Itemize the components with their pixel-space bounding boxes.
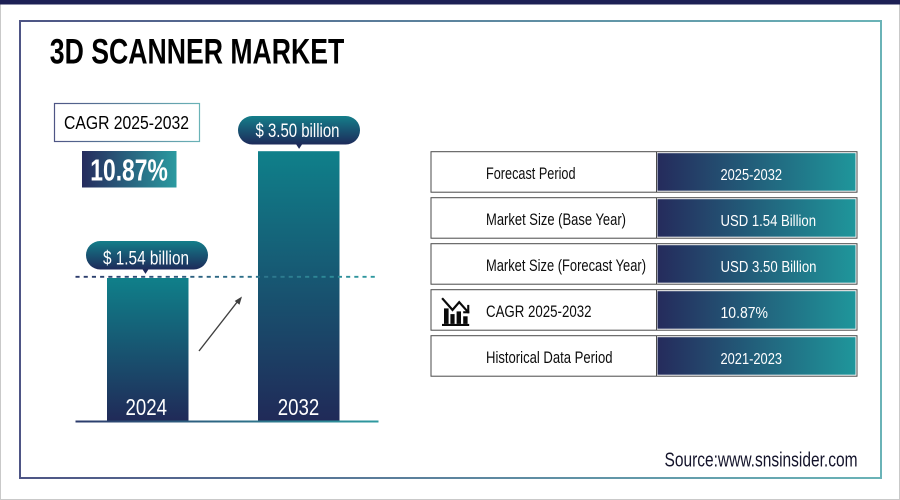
- svg-text:3D SCANNER MARKET: 3D SCANNER MARKET: [50, 31, 345, 71]
- svg-text:Forecast Period: Forecast Period: [486, 165, 576, 183]
- svg-text:CAGR 2025-2032: CAGR 2025-2032: [486, 303, 592, 321]
- svg-text:Source:www.snsinsider.com: Source:www.snsinsider.com: [665, 449, 858, 471]
- svg-text:Market Size (Base Year): Market Size (Base Year): [486, 211, 626, 229]
- svg-text:USD 3.50 Billion: USD 3.50 Billion: [721, 259, 817, 276]
- svg-text:10.87%: 10.87%: [90, 154, 168, 188]
- svg-text:CAGR 2025-2032: CAGR 2025-2032: [64, 112, 189, 133]
- svg-text:2024: 2024: [126, 394, 168, 420]
- svg-text:2021-2023: 2021-2023: [721, 351, 783, 368]
- svg-text:2025-2032: 2025-2032: [721, 167, 783, 184]
- svg-text:USD 1.54 Billion: USD 1.54 Billion: [721, 213, 817, 230]
- svg-text:$ 3.50 billion: $ 3.50 billion: [256, 121, 340, 142]
- svg-text:10.87%: 10.87%: [721, 305, 769, 322]
- svg-text:Historical Data Period: Historical Data Period: [486, 349, 613, 367]
- svg-text:Market Size (Forecast Year): Market Size (Forecast Year): [486, 257, 646, 275]
- svg-text:2032: 2032: [278, 394, 320, 420]
- svg-text:$ 1.54 billion: $ 1.54 billion: [103, 247, 189, 269]
